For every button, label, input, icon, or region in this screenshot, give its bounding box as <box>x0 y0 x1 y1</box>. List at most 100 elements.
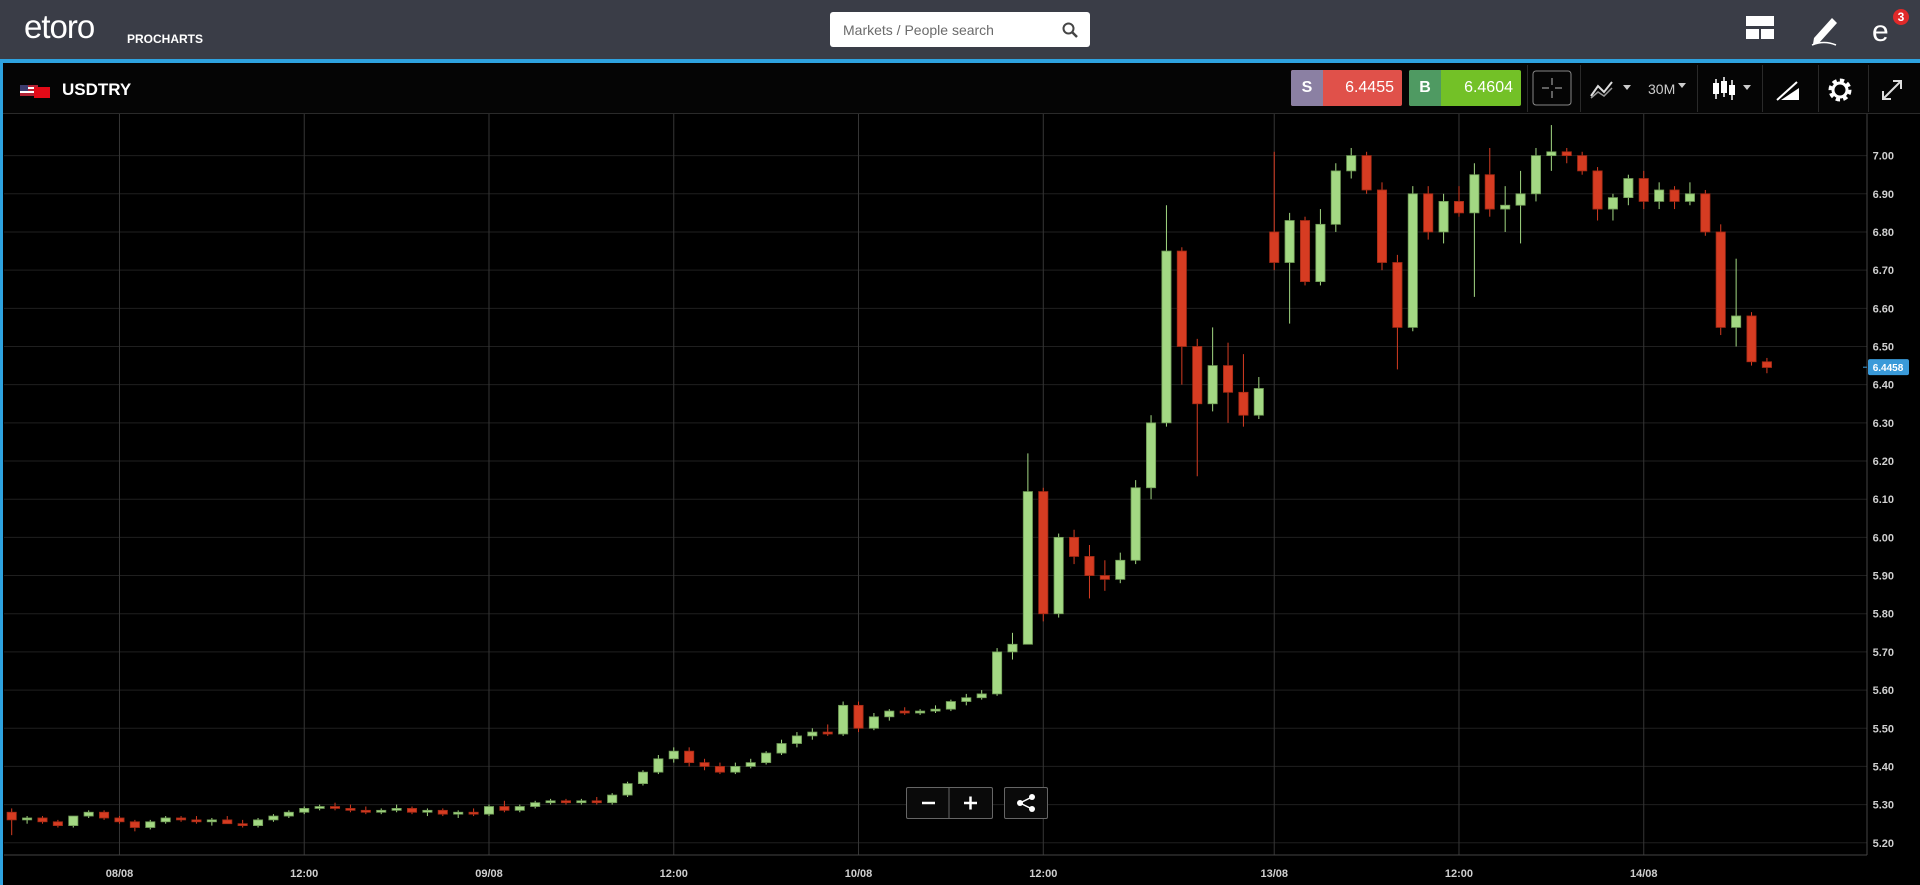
separator <box>1527 65 1528 112</box>
search-icon <box>1062 22 1078 38</box>
separator <box>1762 65 1763 112</box>
svg-text:e: e <box>1872 15 1889 46</box>
candle-body <box>268 815 279 821</box>
candle-body <box>253 819 264 827</box>
candle-body <box>1053 536 1064 615</box>
candle-body <box>330 806 341 809</box>
separator <box>1818 65 1819 112</box>
candle-body <box>745 762 756 767</box>
accent-line <box>0 59 1920 63</box>
candle-body <box>560 800 571 804</box>
search-box[interactable]: Markets / People search <box>830 12 1090 47</box>
candle-body <box>391 808 402 811</box>
candle-body <box>637 771 648 785</box>
search-placeholder: Markets / People search <box>843 22 994 38</box>
settings-button[interactable] <box>1827 77 1853 103</box>
candle-body <box>1500 204 1511 210</box>
candle-body <box>1731 315 1742 328</box>
candle-body <box>1084 556 1095 576</box>
profile-icon[interactable]: e <box>1870 14 1900 46</box>
timeframe[interactable]: 30M <box>1648 81 1676 97</box>
separator <box>1580 65 1581 112</box>
candle-body <box>376 809 387 813</box>
candle-body <box>514 806 525 811</box>
x-tick-label: 12:00 <box>1445 868 1473 880</box>
notification-badge[interactable]: 3 <box>1893 9 1909 25</box>
chart-type-button[interactable] <box>1712 76 1756 102</box>
buy-button[interactable]: B 6.4604 <box>1409 70 1521 106</box>
candle-body <box>622 783 633 796</box>
candle-body <box>899 710 910 714</box>
candle-body <box>114 817 125 823</box>
candle-body <box>1438 201 1449 233</box>
y-tick-label: 5.90 <box>1873 571 1894 583</box>
x-tick-label: 13/08 <box>1260 868 1288 880</box>
candle-body <box>822 731 833 735</box>
fullscreen-button[interactable] <box>1880 78 1904 102</box>
y-tick-label: 5.50 <box>1873 723 1894 735</box>
candle-body <box>545 800 556 804</box>
candle-body <box>1192 346 1203 405</box>
candle-body <box>68 815 79 827</box>
sell-button[interactable]: S 6.4455 <box>1291 70 1402 106</box>
candle-body <box>1577 155 1588 172</box>
candle-body <box>406 808 418 813</box>
y-tick-label: 6.90 <box>1873 189 1894 201</box>
candle-body <box>1684 193 1695 202</box>
zoom-controls <box>906 787 993 819</box>
edit-icon[interactable] <box>1810 12 1840 46</box>
candle-body <box>1376 189 1388 263</box>
share-button[interactable] <box>1004 787 1048 819</box>
indicators-button[interactable] <box>1590 78 1634 100</box>
candle-body <box>1607 197 1618 210</box>
sell-price: 6.4455 <box>1345 79 1394 96</box>
candle-body <box>607 794 618 804</box>
y-tick-label: 5.40 <box>1873 761 1894 773</box>
candle-body <box>437 809 448 815</box>
candle-body <box>453 811 464 815</box>
candle-body <box>1469 174 1480 214</box>
candle-body <box>422 809 433 813</box>
x-tick-label: 10/08 <box>845 868 873 880</box>
candle-body <box>1530 155 1541 195</box>
candle-body <box>1761 361 1772 368</box>
plot-background <box>4 114 1867 855</box>
candle-body <box>684 750 695 764</box>
candle-body <box>730 766 741 773</box>
y-tick-label: 5.60 <box>1873 685 1894 697</box>
product-name: PROCHARTS <box>127 32 204 46</box>
candle-body <box>945 701 956 710</box>
y-tick-label: 6.70 <box>1873 265 1894 277</box>
zoom-in[interactable] <box>964 796 977 810</box>
candle-body <box>1207 365 1218 405</box>
y-tick-label: 6.40 <box>1873 380 1894 392</box>
candle-body <box>145 821 156 828</box>
candle-body <box>868 716 879 729</box>
candle-body <box>1484 174 1495 210</box>
candle-body <box>1746 315 1757 363</box>
y-tick-label: 6.50 <box>1873 341 1894 353</box>
candle-body <box>976 693 987 699</box>
candle-body <box>761 752 772 764</box>
candle-body <box>653 758 664 773</box>
drawing-tools-button[interactable] <box>1775 78 1801 102</box>
candle-body <box>468 811 479 815</box>
candle-body <box>499 806 510 811</box>
crosshair-button[interactable] <box>1532 70 1572 106</box>
candle-body <box>1361 155 1372 191</box>
candle-body <box>1515 193 1526 206</box>
flag-icon <box>20 85 50 98</box>
x-tick-label: 12:00 <box>1029 868 1057 880</box>
candle-body <box>1022 491 1033 645</box>
layout-icon[interactable] <box>1746 16 1774 40</box>
candle-body <box>1453 201 1465 214</box>
candle-body <box>699 762 710 767</box>
dropdown-arrow <box>1678 83 1686 88</box>
y-tick-label: 7.00 <box>1873 151 1894 163</box>
candle-body <box>6 811 17 821</box>
y-tick-label: 6.00 <box>1873 532 1894 544</box>
candle-body <box>129 821 140 828</box>
x-tick-label: 08/08 <box>106 868 134 880</box>
logo[interactable]: etoro <box>24 8 95 45</box>
